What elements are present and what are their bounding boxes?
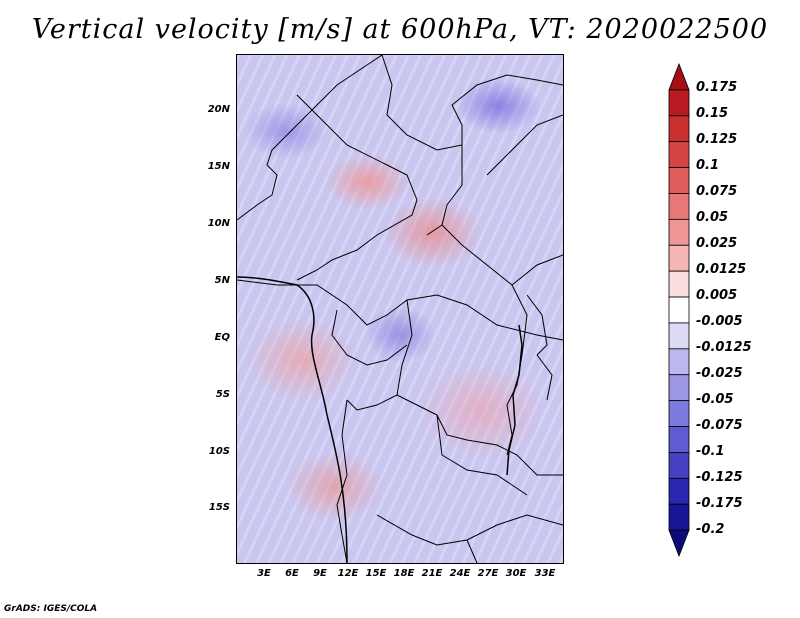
y-axis-label: 15S [208,502,230,513]
colorbar-label: 0.05 [696,210,729,225]
colorbar-swatch [668,62,690,91]
y-axis-label: 15N [207,161,230,172]
colorbar-swatch [668,193,690,220]
map-title: Vertical velocity [m/s] at 600hPa, VT: 2… [31,14,769,45]
colorbar-swatch [668,322,690,350]
colorbar-label: 0.15 [696,106,729,121]
colorbar-label: 0.1 [696,158,720,173]
colorbar-label: -0.075 [696,418,743,433]
colorbar-swatch [668,244,690,272]
colorbar-label: -0.05 [696,392,734,407]
colorbar-label: 0.075 [696,184,738,199]
x-axis-label: 33E [534,568,556,579]
x-axis-label: 18E [393,568,415,579]
colorbar [668,62,690,558]
colorbar-label: -0.2 [696,522,725,537]
colorbar-label: -0.125 [696,470,743,485]
x-axis-label: 21E [421,568,443,579]
colorbar-swatch [668,477,690,505]
colorbar-label: -0.025 [696,366,743,381]
y-axis-label: 5S [215,389,230,400]
colorbar-swatch [668,374,690,402]
colorbar-swatch [668,503,690,531]
colorbar-swatch [668,89,690,117]
colorbar-swatch [668,452,690,479]
x-axis-label: 24E [449,568,471,579]
colorbar-swatch [668,400,690,427]
x-axis-label: 6E [285,568,299,579]
colorbar-label: -0.1 [696,444,725,459]
colorbar-label: 0.025 [696,236,738,251]
country-borders [237,55,563,563]
y-axis-label: 10N [207,218,230,229]
colorbar-swatch [668,115,690,143]
colorbar-swatch [668,529,690,558]
x-axis-label: 30E [505,568,527,579]
velocity-map [236,54,564,564]
y-axis-label: 20N [207,104,230,115]
x-axis-label: 3E [257,568,271,579]
colorbar-swatch [668,167,690,194]
x-axis-label: 15E [365,568,387,579]
colorbar-label: -0.005 [696,314,743,329]
colorbar-swatch [668,296,690,324]
colorbar-swatch [668,426,690,453]
colorbar-swatch [668,141,690,168]
y-axis-label: 5N [214,275,230,286]
colorbar-label: -0.0125 [696,340,752,355]
colorbar-label: 0.125 [696,132,738,147]
x-axis-label: 27E [477,568,499,579]
x-axis-label: 9E [313,568,327,579]
y-axis-label: EQ [214,332,230,343]
colorbar-swatch [668,348,690,376]
colorbar-swatch [668,218,690,246]
colorbar-label: -0.175 [696,496,743,511]
colorbar-swatch [668,270,690,298]
y-axis-label: 10S [208,446,230,457]
grads-credit: GrADS: IGES/COLA [4,604,98,614]
x-axis-label: 12E [337,568,359,579]
colorbar-label: 0.0125 [696,262,747,277]
colorbar-label: 0.175 [696,80,738,95]
colorbar-label: 0.005 [696,288,738,303]
